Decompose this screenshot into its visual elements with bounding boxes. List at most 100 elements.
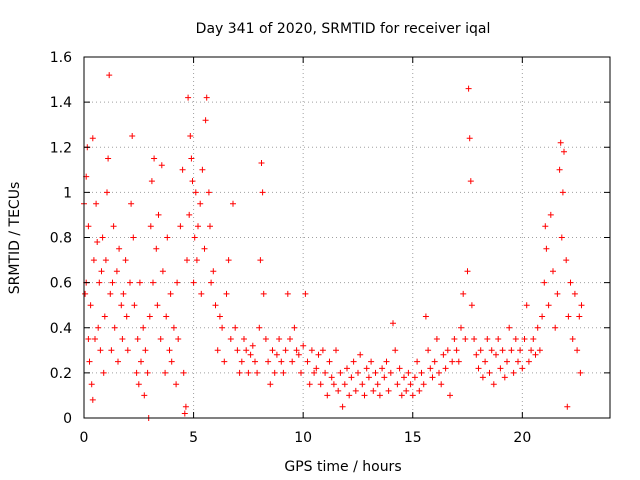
data-point: [525, 358, 532, 365]
data-point: [185, 94, 192, 101]
data-point: [306, 381, 313, 388]
data-point: [293, 347, 300, 354]
data-point: [392, 347, 399, 354]
data-point: [180, 369, 187, 376]
data-point: [348, 374, 355, 381]
data-point: [414, 358, 421, 365]
data-point: [317, 381, 324, 388]
data-point: [411, 374, 418, 381]
data-point: [141, 392, 148, 399]
y-tick-label: 1.4: [50, 95, 72, 111]
data-point: [403, 387, 410, 394]
data-point: [374, 381, 381, 388]
data-point: [177, 223, 184, 230]
data-point: [576, 313, 583, 320]
data-point: [95, 324, 102, 331]
data-point: [98, 268, 105, 275]
y-tick-label: 1.2: [50, 140, 72, 156]
data-point: [471, 336, 478, 342]
data-point: [276, 336, 283, 342]
data-point: [315, 351, 322, 358]
data-point: [482, 358, 489, 365]
data-point: [170, 324, 177, 331]
data-point: [458, 324, 464, 331]
data-point: [453, 347, 460, 354]
data-point: [359, 381, 366, 388]
data-point: [335, 387, 342, 394]
data-point: [90, 257, 97, 264]
data-point: [219, 324, 226, 331]
data-point: [510, 369, 517, 376]
data-point: [241, 336, 247, 342]
data-point: [504, 358, 510, 365]
data-point: [352, 387, 359, 394]
data-point: [418, 369, 425, 376]
data-point: [88, 381, 95, 388]
data-point: [577, 369, 584, 376]
data-point: [182, 403, 189, 410]
axis-ticks: [83, 56, 610, 419]
data-point: [148, 178, 155, 185]
data-point: [130, 234, 137, 241]
data-point: [385, 387, 392, 394]
data-point: [107, 290, 114, 297]
data-point: [192, 189, 199, 196]
data-point: [416, 387, 423, 394]
data-point: [523, 302, 530, 309]
data-point: [105, 155, 112, 162]
data-point: [405, 369, 412, 376]
data-point: [136, 279, 143, 286]
data-point: [257, 257, 264, 264]
data-point: [191, 234, 198, 241]
data-point: [431, 358, 438, 365]
data-point: [259, 189, 266, 196]
data-point: [104, 189, 110, 196]
data-point: [324, 392, 331, 399]
data-point: [124, 347, 131, 354]
data-point: [313, 365, 320, 372]
data-point: [208, 279, 215, 286]
data-point: [442, 365, 449, 372]
data-point: [488, 347, 495, 354]
data-point: [86, 358, 93, 365]
data-point: [361, 392, 368, 399]
data-point: [547, 211, 554, 218]
data-point: [115, 358, 121, 365]
data-point: [475, 365, 482, 372]
x-axis-label: GPS time / hours: [284, 459, 401, 475]
data-point: [164, 234, 171, 241]
data-point: [127, 279, 133, 286]
data-point: [517, 347, 524, 354]
x-tick-labels: 0 5 10 15 20: [80, 430, 532, 446]
data-point: [110, 223, 117, 230]
data-point: [267, 381, 274, 388]
data-point: [119, 336, 126, 342]
data-point: [210, 268, 217, 275]
data-point: [539, 313, 546, 320]
data-point: [298, 369, 304, 376]
data-point: [438, 381, 445, 388]
data-point: [460, 290, 467, 297]
y-tick-label: 0.2: [50, 366, 72, 382]
data-point: [477, 347, 484, 354]
data-point: [398, 392, 405, 399]
data-point: [444, 347, 451, 354]
data-point: [486, 369, 493, 376]
data-point: [203, 94, 210, 101]
data-point: [302, 290, 309, 297]
y-tick-label: 1: [63, 185, 72, 201]
data-point: [227, 336, 234, 342]
y-tick-label: 0.8: [50, 231, 72, 247]
data-point: [508, 347, 515, 354]
data-point: [157, 336, 164, 342]
data-point: [167, 290, 174, 297]
data-point: [278, 358, 285, 365]
data-point: [232, 324, 239, 331]
data-point: [174, 279, 181, 286]
data-point: [556, 166, 563, 173]
data-point: [574, 347, 581, 354]
data-point: [214, 347, 221, 354]
data-point: [289, 358, 296, 365]
